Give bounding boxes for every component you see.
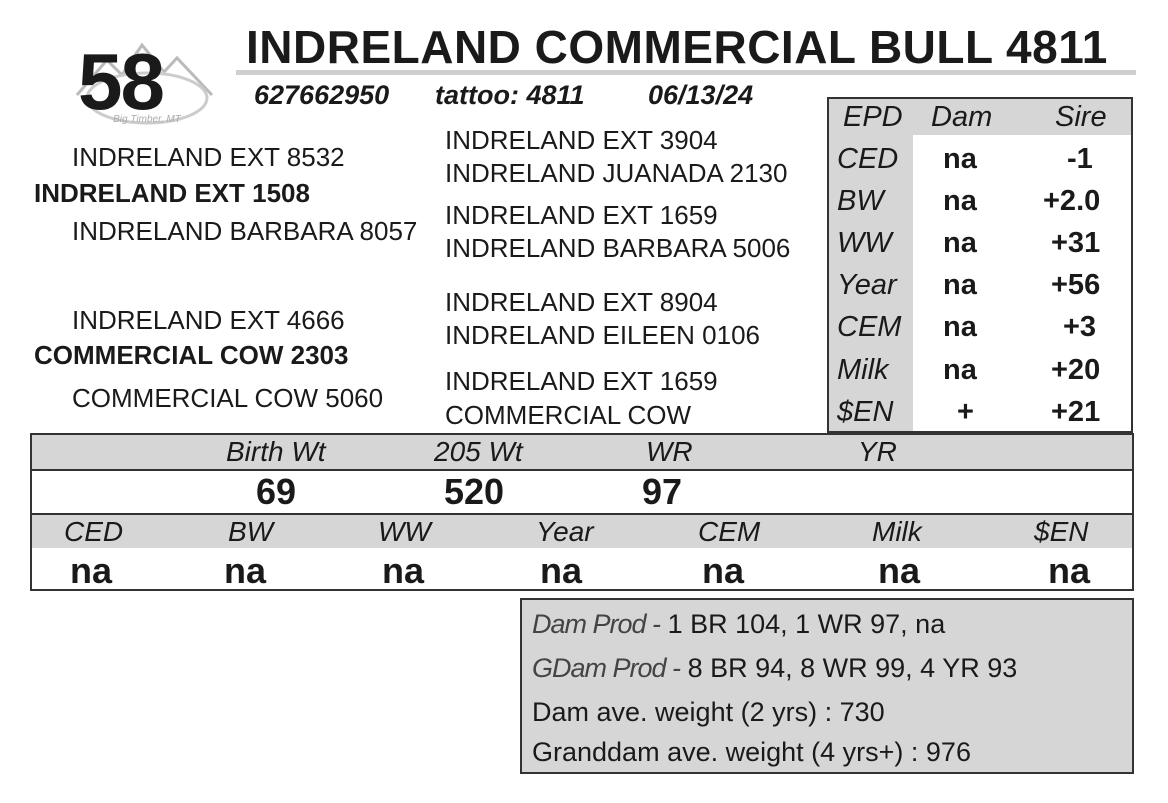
epd-sire-value: -1	[1067, 143, 1093, 175]
epd-sire-value: +20	[1051, 354, 1101, 386]
epd-trait: WW	[837, 227, 892, 259]
epd-trait: CED	[837, 143, 899, 175]
granddam-average-weight: Granddam ave. weight (4 yrs+) : 976	[532, 737, 971, 767]
dam-prod-value: 1 BR 104, 1 WR 97, na	[667, 609, 946, 639]
epd-trait: $EN	[837, 396, 894, 428]
performance-header-band	[32, 435, 1132, 469]
calf-epd-value: na	[540, 550, 583, 591]
epd-dam-value: na	[943, 185, 977, 217]
pedigree-dam-sire: INDRELAND EXT 4666	[72, 305, 345, 335]
lot-number: 58	[78, 37, 165, 126]
calf-epd-header: WW	[378, 516, 431, 547]
birth-date: 06/13/24	[648, 80, 754, 110]
calf-epd-header: CED	[64, 516, 124, 547]
production-info: Dam Prod - 1 BR 104, 1 WR 97, na GDam Pr…	[520, 598, 1134, 774]
calf-epd-value: na	[878, 550, 921, 591]
perf-header-wr: WR	[646, 436, 693, 467]
epd-header-trait: EPD	[843, 101, 903, 133]
registration-number: 627662950	[254, 80, 390, 110]
calf-epd-value: na	[224, 550, 267, 591]
calf-epd-header: BW	[228, 516, 274, 547]
epd-table: EPD Dam Sire CED na -1 BW na +2.0 WW na …	[827, 97, 1133, 433]
calf-epd-header: Milk	[872, 516, 922, 547]
epd-trait-band	[829, 135, 913, 431]
pedigree-ggs-1: INDRELAND EXT 3904	[445, 125, 718, 155]
epd-sire-value: +3	[1063, 311, 1097, 343]
pedigree-ggd-4: COMMERCIAL COW	[445, 400, 692, 430]
ranch-logo: Big Timber, MT	[75, 42, 214, 125]
gdam-prod-value: 8 BR 94, 8 WR 99, 4 YR 93	[687, 653, 1018, 683]
pedigree-ggs-2: INDRELAND EXT 1659	[445, 200, 718, 230]
pedigree-ggs-3: INDRELAND EXT 8904	[445, 287, 718, 317]
pedigree-sire-dam: INDRELAND BARBARA 8057	[72, 216, 418, 246]
epd-dam-value: na	[943, 354, 977, 386]
epd-sire-value: +2.0	[1043, 185, 1101, 217]
epd-trait: CEM	[837, 311, 902, 343]
calf-epd-value: na	[382, 550, 425, 591]
pedigree-ggs-4: INDRELAND EXT 1659	[445, 366, 718, 396]
granddam-production-line: GDam Prod - 8 BR 94, 8 WR 99, 4 YR 93	[532, 652, 1017, 684]
epd-header-band	[829, 99, 1131, 135]
calf-epd-value: na	[1048, 550, 1091, 591]
logo-text: Big Timber, MT	[113, 114, 182, 125]
dam-average-weight: Dam ave. weight (2 yrs) : 730	[532, 697, 885, 727]
performance-table: Birth Wt 205 Wt WR YR 69 520 97 CED BW W…	[30, 433, 1134, 591]
epd-header-sire: Sire	[1055, 101, 1107, 133]
pedigree-sire: INDRELAND EXT 1508	[34, 178, 310, 208]
epd-sire-value: +21	[1051, 396, 1101, 428]
perf-header-birth-wt: Birth Wt	[226, 436, 326, 467]
epd-trait: Year	[837, 269, 897, 301]
perf-value-wr: 97	[642, 471, 683, 512]
page-title: INDRELAND COMMERCIAL BULL 4811	[246, 21, 1108, 73]
dam-prod-label: Dam Prod -	[532, 609, 661, 639]
calf-epd-header-band	[32, 515, 1132, 548]
epd-dam-value: na	[943, 269, 977, 301]
pedigree-sire-sire: INDRELAND EXT 8532	[72, 142, 345, 172]
epd-dam-value: +	[957, 396, 974, 428]
epd-dam-value: na	[943, 311, 977, 343]
epd-sire-value: +31	[1051, 227, 1101, 259]
gdam-prod-label: GDam Prod -	[532, 653, 681, 683]
perf-value-birth-wt: 69	[256, 471, 297, 512]
divider	[32, 469, 1132, 471]
perf-value-205-wt: 520	[444, 471, 505, 512]
divider	[32, 513, 1132, 515]
calf-epd-value: na	[702, 550, 745, 591]
pedigree-ggd-2: INDRELAND BARBARA 5006	[445, 233, 791, 263]
epd-dam-value: na	[943, 143, 977, 175]
epd-dam-value: na	[943, 227, 977, 259]
pedigree-ggd-1: INDRELAND JUANADA 2130	[445, 158, 788, 188]
epd-header-dam: Dam	[931, 101, 993, 133]
calf-epd-value: na	[70, 550, 113, 591]
epd-sire-value: +56	[1051, 269, 1101, 301]
epd-trait: BW	[837, 185, 884, 217]
tattoo: tattoo: 4811	[435, 80, 585, 110]
dam-production-line: Dam Prod - 1 BR 104, 1 WR 97, na	[532, 608, 945, 640]
title-divider	[236, 70, 1136, 75]
calf-epd-header: CEM	[698, 516, 761, 547]
pedigree-ggd-3: INDRELAND EILEEN 0106	[445, 320, 761, 350]
perf-header-yr: YR	[858, 436, 897, 467]
calf-epd-header: $EN	[1034, 516, 1089, 547]
pedigree-dam-dam: COMMERCIAL COW 5060	[72, 383, 384, 413]
perf-header-205-wt: 205 Wt	[434, 436, 523, 467]
epd-trait: Milk	[837, 354, 889, 386]
pedigree-dam: COMMERCIAL COW 2303	[34, 340, 349, 370]
calf-epd-header: Year	[536, 516, 594, 547]
